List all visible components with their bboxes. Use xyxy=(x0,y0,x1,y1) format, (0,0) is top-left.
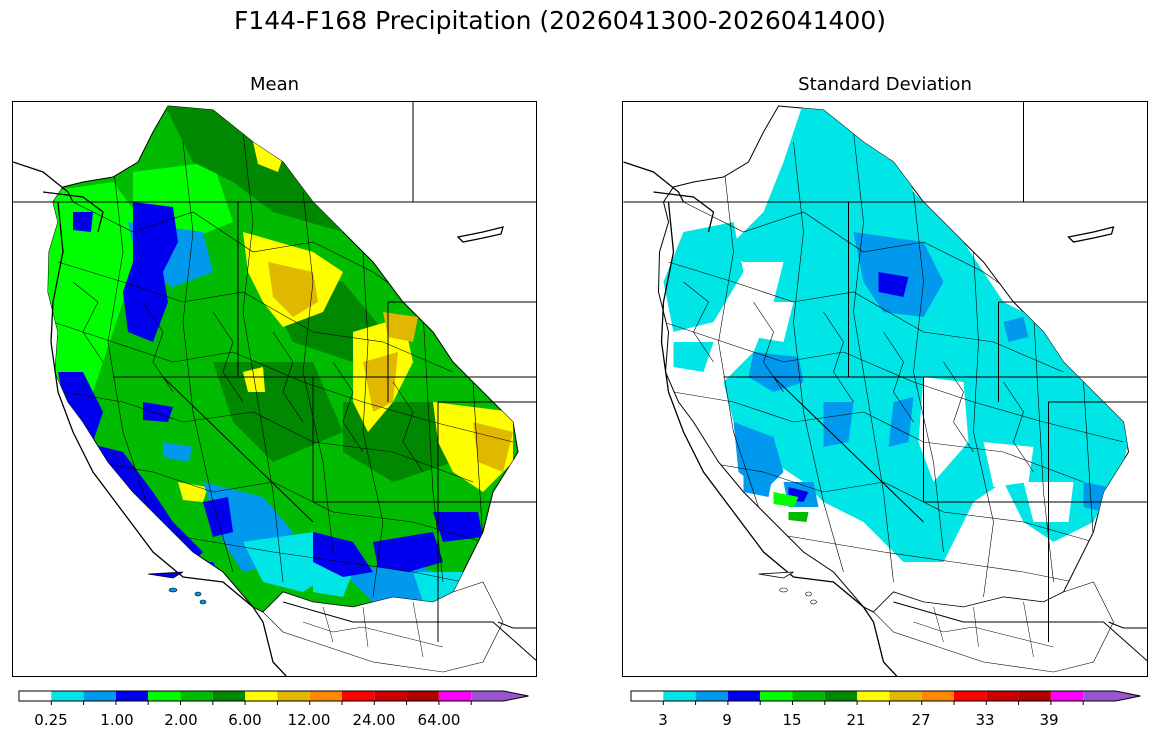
mean-colorbar-swatch xyxy=(406,691,439,701)
stdev-colorbar-swatch xyxy=(792,691,825,701)
mean-colorbar-swatch xyxy=(83,691,116,701)
mean-colorbar-swatch xyxy=(19,691,52,701)
mean-colorbar-swatch xyxy=(115,691,149,701)
stdev-tick-label: 9 xyxy=(722,711,732,729)
stdev-colorbar-swatch xyxy=(986,691,1019,701)
mean-tick-label: 2.00 xyxy=(164,711,198,729)
mean-colorbar-swatch xyxy=(148,691,181,701)
mean-tick-label: 1.00 xyxy=(100,711,134,729)
mean-colorbar-swatch xyxy=(374,691,407,701)
mean-tick-label: 64.00 xyxy=(417,711,461,729)
mean-tick-label: 0.25 xyxy=(34,711,68,729)
stdev-colorbar-swatch xyxy=(695,691,728,701)
stdev-colorbar-swatch xyxy=(1083,691,1141,701)
stdev-panel-title: Standard Deviation xyxy=(798,74,972,95)
stdev-colorbar-swatch xyxy=(1018,691,1051,701)
mean-colorbar-labels: 0.25 1.00 2.00 6.00 12.00 24.00 64.00 xyxy=(18,711,530,733)
mean-colorbar-swatch xyxy=(180,691,213,701)
stdev-colorbar-swatch xyxy=(954,691,987,701)
stdev-colorbar-swatch xyxy=(889,691,922,701)
mean-map xyxy=(12,101,537,677)
mean-tick-label: 6.00 xyxy=(228,711,262,729)
stdev-colorbar-swatch xyxy=(921,691,954,701)
mean-colorbar-swatch xyxy=(51,691,84,701)
mean-colorbar-swatch xyxy=(471,691,529,701)
stdev-map-canvas xyxy=(623,102,1147,676)
mean-colorbar xyxy=(18,690,529,705)
stdev-tick-label: 21 xyxy=(846,711,866,729)
stdev-tick-label: 27 xyxy=(911,711,931,729)
figure-title: F144-F168 Precipitation (2026041300-2026… xyxy=(233,6,886,35)
mean-tick-label: 24.00 xyxy=(352,711,396,729)
mean-panel-title: Mean xyxy=(249,74,300,95)
mean-map-canvas xyxy=(13,102,536,676)
stdev-colorbar-outline xyxy=(630,690,1141,702)
stdev-colorbar xyxy=(630,690,1141,705)
mean-colorbar-swatch xyxy=(212,691,246,701)
mean-colorbar-swatch xyxy=(245,691,278,701)
stdev-tick-label: 3 xyxy=(658,711,668,729)
stdev-colorbar-labels: 3 9 15 21 27 33 39 xyxy=(630,711,1142,733)
stdev-tick-label: 15 xyxy=(782,711,802,729)
stdev-tick-label: 33 xyxy=(975,711,995,729)
stdev-colorbar-swatch xyxy=(727,691,761,701)
stdev-colorbar-swatch xyxy=(663,691,696,701)
stdev-colorbar-swatch xyxy=(1050,691,1084,701)
stdev-tick-label: 39 xyxy=(1039,711,1059,729)
mean-colorbar-swatch xyxy=(309,691,342,701)
mean-colorbar-swatch xyxy=(438,691,472,701)
mean-colorbar-swatch xyxy=(277,691,310,701)
mean-tick-label: 12.00 xyxy=(287,711,331,729)
stdev-colorbar-swatch xyxy=(824,691,858,701)
stdev-colorbar-swatch xyxy=(857,691,890,701)
stdev-colorbar-swatch xyxy=(631,691,664,701)
stdev-colorbar-swatch xyxy=(760,691,793,701)
mean-colorbar-swatch xyxy=(342,691,375,701)
stdev-map xyxy=(622,101,1148,677)
mean-colorbar-outline xyxy=(18,690,529,702)
